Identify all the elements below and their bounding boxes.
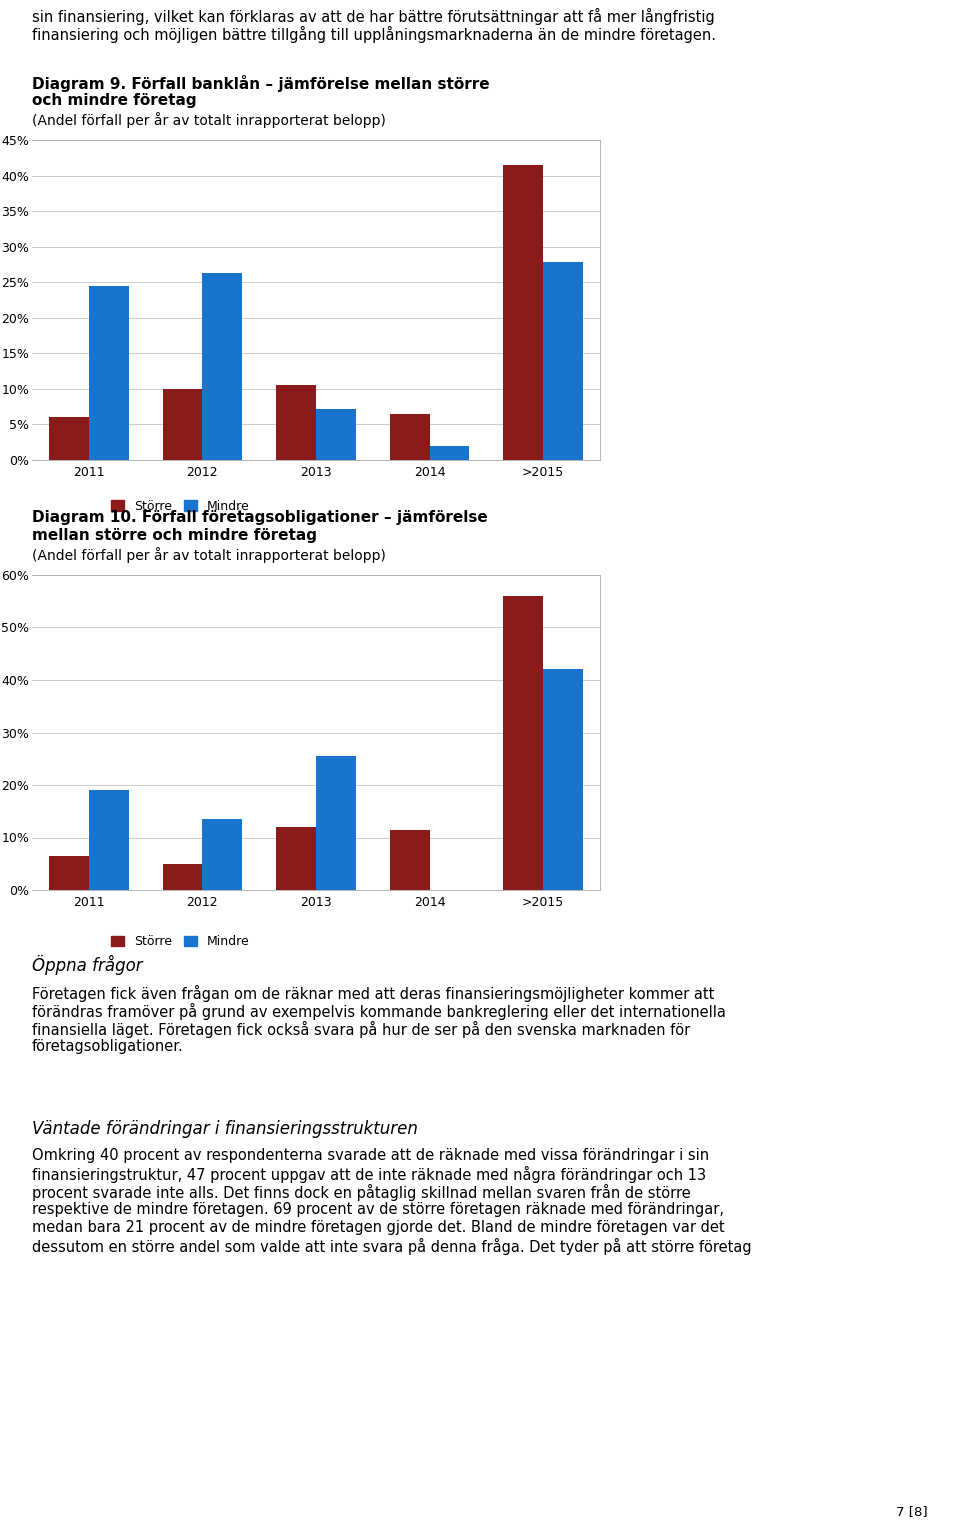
Bar <box>203 818 242 890</box>
Bar <box>390 829 430 890</box>
Legend: Större, Mindre: Större, Mindre <box>107 930 254 953</box>
Text: procent svarade inte alls. Det finns dock en påtaglig skillnad mellan svaren frå: procent svarade inte alls. Det finns doc… <box>32 1183 691 1202</box>
Text: Företagen fick även frågan om de räknar med att deras finansieringsmöjligheter k: Företagen fick även frågan om de räknar … <box>32 985 714 1002</box>
Bar <box>162 864 203 890</box>
Text: respektive de mindre företagen. 69 procent av de större företagen räknade med fö: respektive de mindre företagen. 69 proce… <box>32 1202 724 1217</box>
Text: finansieringstruktur, 47 procent uppgav att de inte räknade med några förändring: finansieringstruktur, 47 procent uppgav … <box>32 1167 707 1183</box>
Text: Diagram 9. Förfall banklån – jämförelse mellan större: Diagram 9. Förfall banklån – jämförelse … <box>32 75 490 92</box>
Bar <box>89 791 129 890</box>
Bar <box>430 446 469 460</box>
Bar <box>276 385 316 460</box>
Text: Öppna frågor: Öppna frågor <box>32 954 143 976</box>
Text: Omkring 40 procent av respondenterna svarade att de räknade med vissa förändring: Omkring 40 procent av respondenterna sva… <box>32 1148 709 1164</box>
Text: finansiering och möjligen bättre tillgång till upplåningsmarknaderna än de mindr: finansiering och möjligen bättre tillgån… <box>32 26 716 43</box>
Legend: Större, Mindre: Större, Mindre <box>107 495 254 518</box>
Bar <box>276 828 316 890</box>
Text: Diagram 10. Förfall företagsobligationer – jämförelse: Diagram 10. Förfall företagsobligationer… <box>32 510 488 525</box>
Bar <box>543 263 583 460</box>
Bar <box>543 669 583 890</box>
Text: Väntade förändringar i finansieringsstrukturen: Väntade förändringar i finansieringsstru… <box>32 1119 418 1138</box>
Text: och mindre företag: och mindre företag <box>32 93 197 108</box>
Text: (Andel förfall per år av totalt inrapporterat belopp): (Andel förfall per år av totalt inrappor… <box>32 111 386 128</box>
Bar <box>89 286 129 460</box>
Text: dessutom en större andel som valde att inte svara på denna fråga. Det tyder på a: dessutom en större andel som valde att i… <box>32 1238 752 1255</box>
Text: medan bara 21 procent av de mindre företagen gjorde det. Bland de mindre företag: medan bara 21 procent av de mindre föret… <box>32 1220 725 1235</box>
Text: förändras framöver på grund av exempelvis kommande bankreglering eller det inter: förändras framöver på grund av exempelvi… <box>32 1003 726 1020</box>
Text: mellan större och mindre företag: mellan större och mindre företag <box>32 528 317 544</box>
Bar <box>203 273 242 460</box>
Bar <box>503 596 543 890</box>
Bar <box>162 389 203 460</box>
Bar <box>49 855 89 890</box>
Bar <box>503 165 543 460</box>
Text: finansiella läget. Företagen fick också svara på hur de ser på den svenska markn: finansiella läget. Företagen fick också … <box>32 1022 690 1038</box>
Bar <box>316 756 356 890</box>
Bar <box>316 409 356 460</box>
Text: sin finansiering, vilket kan förklaras av att de har bättre förutsättningar att : sin finansiering, vilket kan förklaras a… <box>32 8 715 24</box>
Text: företagsobligationer.: företagsobligationer. <box>32 1038 183 1054</box>
Text: (Andel förfall per år av totalt inrapporterat belopp): (Andel förfall per år av totalt inrappor… <box>32 547 386 563</box>
Bar <box>49 417 89 460</box>
Bar <box>390 414 430 460</box>
Text: 7 [8]: 7 [8] <box>897 1506 928 1518</box>
